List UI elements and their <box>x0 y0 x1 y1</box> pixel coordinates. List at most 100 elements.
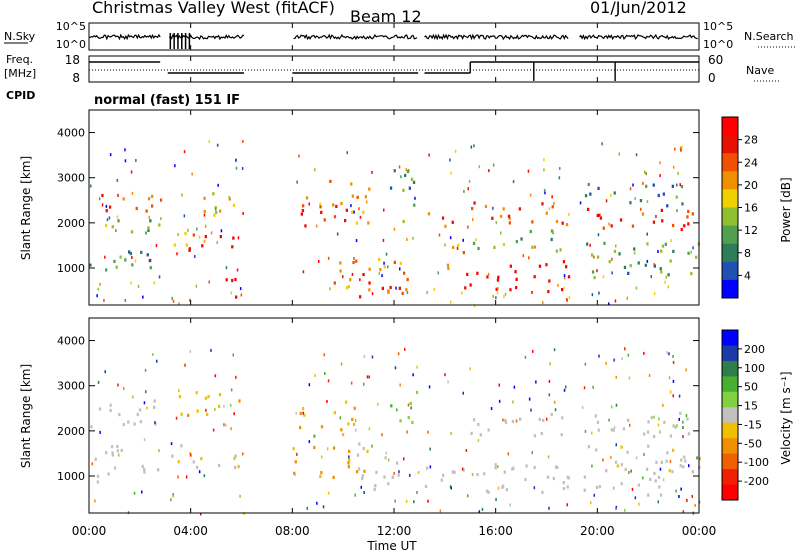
power-scatter-cell <box>646 200 649 204</box>
power-cell <box>550 229 554 233</box>
ytick-label: 1000 <box>57 470 85 483</box>
power-cell <box>368 187 371 191</box>
velocity-scatter-cell <box>461 467 464 471</box>
velocity-scatter-cell <box>509 503 511 507</box>
velocity-cell <box>116 449 119 453</box>
velocity-scatter-cell <box>498 399 501 403</box>
power-cell <box>304 224 307 228</box>
power-yaxis: 1000 2000 3000 4000 <box>57 127 699 275</box>
velocity-scatter-cell <box>397 352 400 356</box>
velocity-cell <box>494 466 497 470</box>
power-scatter-cell <box>568 212 570 216</box>
velocity-scatter-cell <box>371 355 374 359</box>
velocity-scatter-cell <box>507 452 509 456</box>
power-scatter-cell <box>488 169 490 173</box>
velocity-scatter-cell <box>553 400 556 404</box>
power-scatter-cell <box>137 284 140 288</box>
velocity-cell <box>139 420 142 424</box>
velocity-scatter-cell <box>465 449 468 452</box>
ytick-label: 3000 <box>57 172 85 185</box>
station-title: Christmas Valley West (fitACF) <box>92 0 335 17</box>
power-cell <box>387 290 390 294</box>
power-scatter-cell <box>208 280 210 284</box>
velocity-cell <box>637 483 640 487</box>
velocity-cell <box>583 475 586 479</box>
velocity-cell <box>487 428 490 432</box>
power-scatter-cell <box>194 255 196 258</box>
velocity-scatter-cell <box>467 494 469 498</box>
power-scatter-cell <box>242 212 244 215</box>
power-panel-frame <box>88 109 700 306</box>
power-scatter-cell <box>450 300 452 304</box>
velocity-scatter-cell <box>97 380 100 384</box>
velocity-scatter-cell <box>144 368 147 372</box>
velocity-scatter-cell <box>404 347 406 351</box>
power-scatter-cell <box>646 259 649 263</box>
power-colorbar: 28 24 20 16 12 8 4 <box>721 116 758 299</box>
power-cell <box>495 287 498 291</box>
power-cell <box>652 220 656 224</box>
power-cell <box>333 215 337 219</box>
velocity-scatter-cell <box>547 455 550 459</box>
velocity-scatter-cell <box>198 470 201 474</box>
power-scatter-cell <box>676 209 678 213</box>
power-cell <box>111 225 114 229</box>
power-cell <box>514 270 517 274</box>
power-scatter-cell <box>664 280 666 284</box>
power-scatter-cell <box>456 246 459 250</box>
power-cell <box>515 240 518 244</box>
velocity-cell <box>674 425 677 429</box>
velocity-scatter-cell <box>615 443 617 447</box>
power-cell <box>671 184 674 188</box>
power-scatter-cell <box>450 171 452 175</box>
velocity-cell <box>679 411 682 415</box>
velocity-scatter-cell <box>326 447 329 451</box>
power-cell <box>124 258 127 262</box>
power-cell <box>378 257 381 262</box>
power-scatter-cell <box>589 243 591 247</box>
velocity-scatter-cell <box>354 493 356 497</box>
power-scatter-cell <box>142 295 144 299</box>
velocity-cell <box>90 425 93 429</box>
power-cell <box>515 286 518 290</box>
velocity-scatter-cell <box>313 434 316 438</box>
power-cell <box>159 198 163 202</box>
velocity-scatter-cell <box>316 501 318 505</box>
velocity-cell <box>196 409 199 413</box>
power-scatter-cell <box>104 255 106 259</box>
power-cell <box>531 245 534 249</box>
power-scatter-cell <box>350 204 352 208</box>
power-cell <box>664 242 667 246</box>
power-scatter-cell <box>387 265 389 269</box>
velocity-scatter-cell <box>296 452 298 456</box>
velocity-scatter-cell <box>185 475 188 479</box>
velocity-cell <box>347 422 350 426</box>
power-cell <box>402 219 405 224</box>
power-scatter-cell <box>124 148 126 152</box>
power-cell <box>637 261 640 265</box>
velocity-scatter-cell <box>613 486 615 490</box>
velocity-scatter-cell <box>481 507 484 511</box>
velocity-cell <box>596 420 600 424</box>
power-scatter-cell <box>665 275 667 279</box>
power-cell <box>368 281 371 285</box>
power-scatter-cell <box>504 292 507 296</box>
velocity-cell <box>301 406 305 411</box>
velocity-cell <box>218 393 222 397</box>
velocity-cell <box>624 467 627 472</box>
velocity-cell <box>598 485 601 489</box>
velocity-cell <box>234 454 237 458</box>
power-scatter-cell <box>478 165 480 169</box>
velocity-cell <box>622 427 626 431</box>
colorbar-tick-label: 50 <box>744 381 758 394</box>
power-cell <box>131 263 134 267</box>
velocity-cell <box>505 488 508 492</box>
velocity-cell <box>396 461 399 465</box>
power-scatter-cell <box>496 291 499 295</box>
velocity-scatter-cell <box>366 375 369 379</box>
velocity-cell <box>659 493 663 497</box>
velocity-scatter-cell <box>696 456 698 460</box>
velocity-scatter-cell <box>685 414 688 417</box>
power-scatter-cell <box>670 239 672 243</box>
colorbar-tick-label: 12 <box>744 224 758 237</box>
